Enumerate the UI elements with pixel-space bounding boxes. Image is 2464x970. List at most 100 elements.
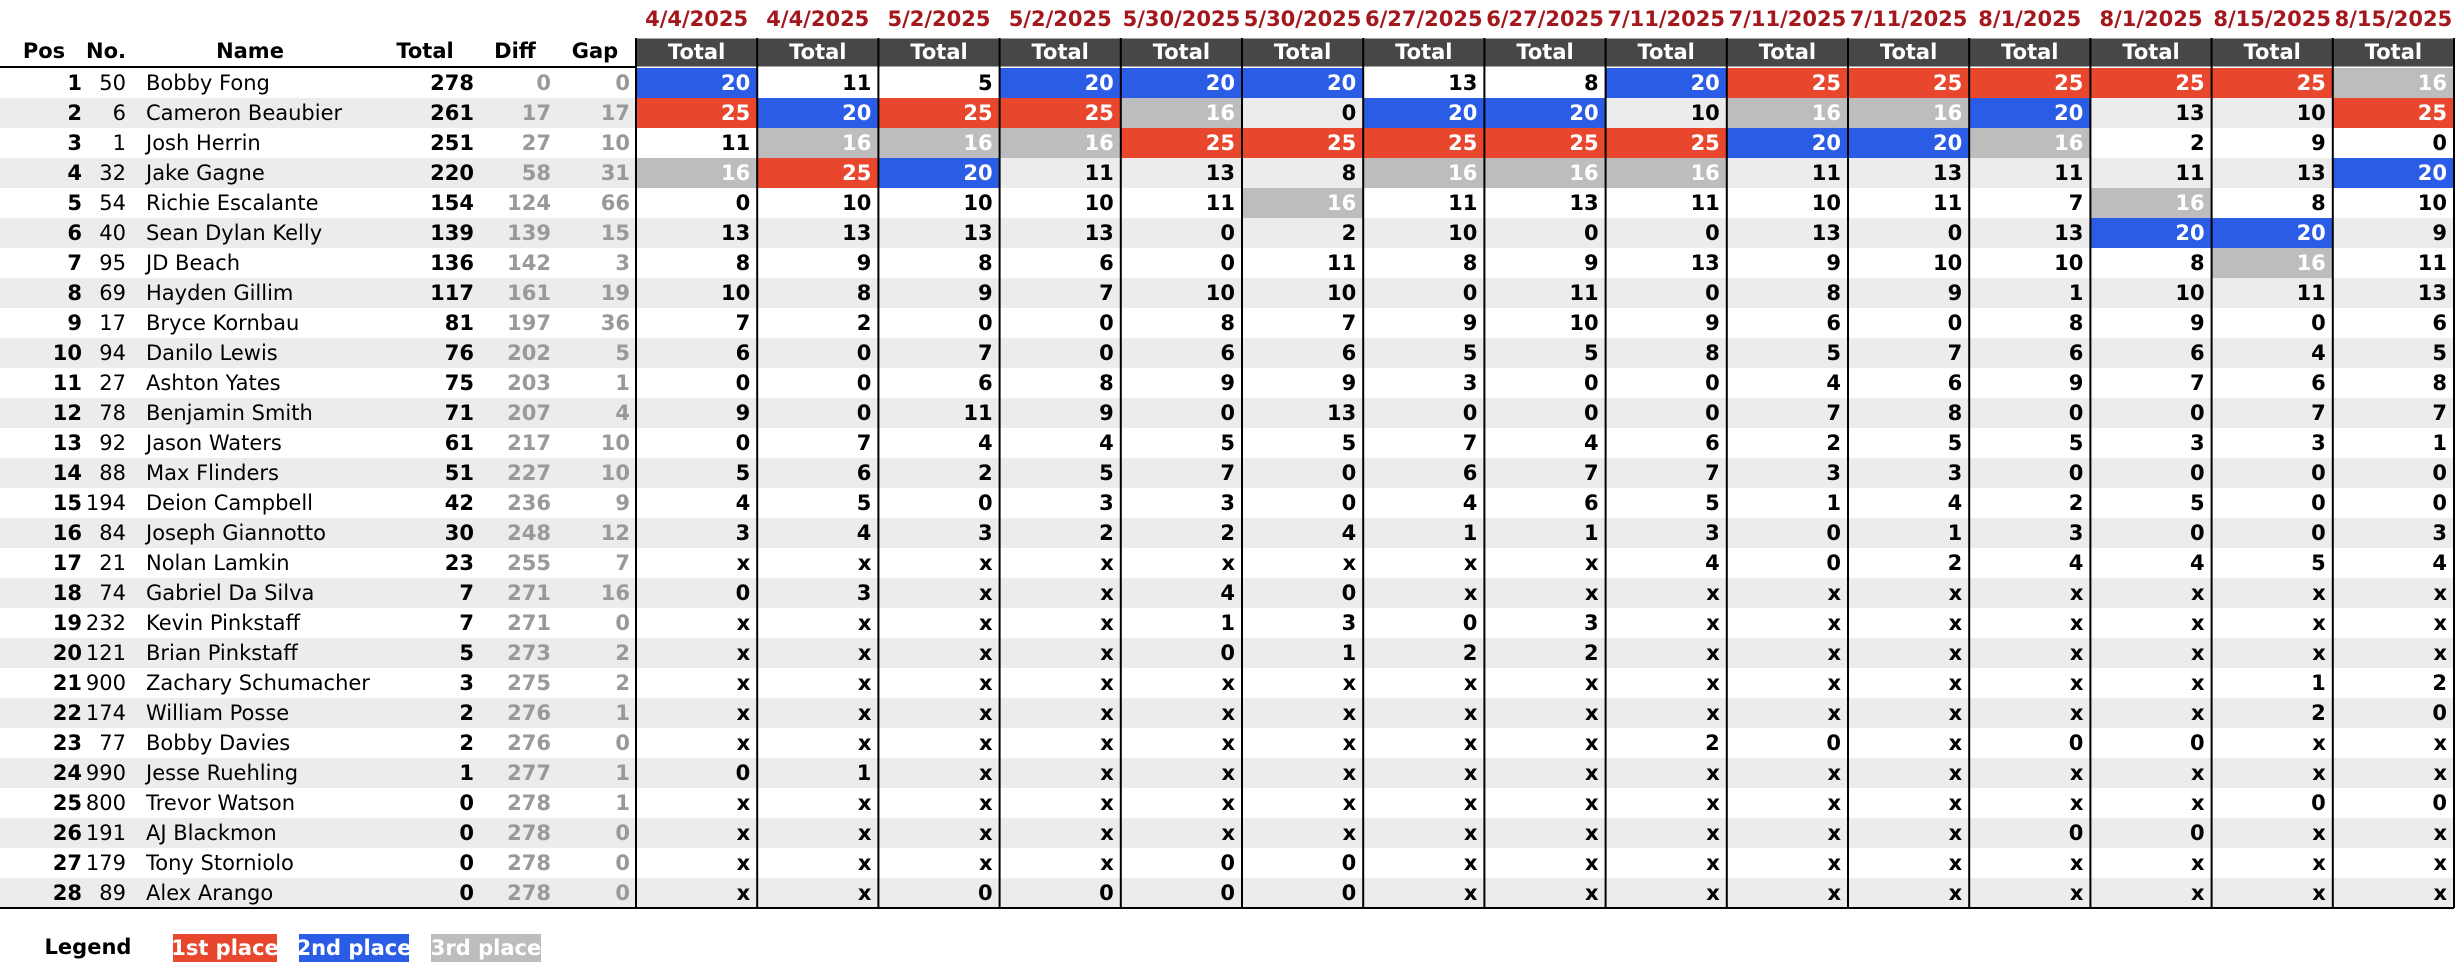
race-result: 9 — [2311, 131, 2326, 155]
race-result: 0 — [1826, 551, 1841, 575]
cell-total: 0 — [459, 821, 474, 845]
race-result: 6 — [1826, 311, 1841, 335]
cell-no: 990 — [86, 761, 126, 785]
row-stripe — [0, 158, 2454, 188]
race-result: 3 — [857, 581, 872, 605]
race-result: x — [1585, 671, 1599, 695]
race-result: 5 — [1584, 341, 1599, 365]
cell-diff: 207 — [507, 401, 551, 425]
place-highlight — [757, 98, 879, 128]
race-result: 11 — [2175, 161, 2204, 185]
race-header: Total — [1274, 40, 1331, 64]
race-result: 8 — [1948, 401, 1963, 425]
race-result: 0 — [1220, 401, 1235, 425]
cell-name: Richie Escalante — [146, 191, 319, 215]
race-result: x — [1221, 551, 1235, 575]
cell-total: 0 — [459, 851, 474, 875]
race-result: 7 — [1705, 461, 1720, 485]
race-result: 6 — [1584, 491, 1599, 515]
cell-diff: 202 — [507, 341, 551, 365]
cell-no: 800 — [86, 791, 126, 815]
race-result: 1 — [2069, 281, 2084, 305]
race-header: Total — [1395, 40, 1452, 64]
cell-total: 154 — [430, 191, 474, 215]
race-result: 6 — [1948, 371, 1963, 395]
race-result: 16 — [1933, 101, 1962, 125]
race-result: 5 — [2190, 491, 2205, 515]
race-result: x — [2312, 731, 2326, 755]
cell-pos: 11 — [53, 371, 82, 395]
cell-gap: 0 — [615, 821, 630, 845]
race-result: 13 — [2418, 281, 2447, 305]
race-result: x — [2312, 851, 2326, 875]
race-result: 25 — [1569, 131, 1598, 155]
race-result: 9 — [857, 251, 872, 275]
cell-no: 92 — [99, 431, 126, 455]
race-result: x — [1949, 581, 1963, 605]
cell-total: 71 — [445, 401, 474, 425]
race-result: 16 — [2418, 71, 2447, 95]
race-result: 6 — [1220, 341, 1235, 365]
race-result: 9 — [978, 281, 993, 305]
cell-diff: 277 — [507, 761, 551, 785]
race-result: 0 — [1705, 281, 1720, 305]
race-result: 16 — [2297, 251, 2326, 275]
cell-total: 220 — [430, 161, 474, 185]
race-result: 16 — [2175, 191, 2204, 215]
cell-name: Brian Pinkstaff — [146, 641, 298, 665]
row-stripe — [0, 818, 2454, 848]
race-header: Total — [2122, 40, 2179, 64]
race-result: x — [1949, 611, 1963, 635]
race-result: 5 — [1220, 431, 1235, 455]
race-result: 10 — [1933, 251, 1962, 275]
race-result: x — [1706, 581, 1720, 605]
race-result: x — [1949, 641, 1963, 665]
race-result: 0 — [2069, 401, 2084, 425]
place-highlight — [1848, 128, 1970, 158]
race-result: 0 — [736, 581, 751, 605]
race-date: 4/4/2025 — [766, 7, 869, 31]
race-result: 25 — [1812, 71, 1841, 95]
cell-name: Ashton Yates — [146, 371, 281, 395]
race-result: 11 — [1569, 281, 1598, 305]
race-result: x — [1100, 551, 1114, 575]
place-highlight — [1363, 128, 1485, 158]
race-result: 9 — [1584, 251, 1599, 275]
place-highlight — [878, 128, 1000, 158]
race-result: 2 — [978, 461, 993, 485]
race-header-bg — [877, 37, 1001, 68]
race-result: x — [2312, 581, 2326, 605]
race-result: x — [1585, 731, 1599, 755]
race-result: 3 — [1584, 611, 1599, 635]
race-result: 0 — [1342, 461, 1357, 485]
race-date: 8/15/2025 — [2335, 7, 2453, 31]
race-result: 20 — [1569, 101, 1598, 125]
race-result: 0 — [1948, 311, 1963, 335]
row-stripe — [0, 878, 2454, 908]
race-result: 16 — [2054, 131, 2083, 155]
race-result: x — [1100, 611, 1114, 635]
race-result: 10 — [963, 191, 992, 215]
race-header: Total — [910, 40, 967, 64]
race-result: 25 — [2054, 71, 2083, 95]
place-highlight — [2332, 158, 2454, 188]
race-result: 0 — [1099, 311, 1114, 335]
cell-gap: 0 — [615, 611, 630, 635]
cell-gap: 15 — [601, 221, 630, 245]
race-result: 7 — [978, 341, 993, 365]
race-result: x — [1221, 701, 1235, 725]
race-result: 9 — [1099, 401, 1114, 425]
race-result: x — [1706, 881, 1720, 905]
race-header: Total — [2001, 40, 2058, 64]
race-result: 2 — [1342, 221, 1357, 245]
race-result: x — [858, 641, 872, 665]
race-result: 2 — [2432, 671, 2447, 695]
place-highlight — [1120, 98, 1242, 128]
race-result: x — [1100, 581, 1114, 605]
place-highlight — [1969, 68, 2091, 98]
race-result: 0 — [2432, 491, 2447, 515]
place-highlight — [1120, 68, 1242, 98]
race-result: 16 — [1812, 101, 1841, 125]
cell-total: 251 — [430, 131, 474, 155]
race-result: 0 — [1463, 281, 1478, 305]
